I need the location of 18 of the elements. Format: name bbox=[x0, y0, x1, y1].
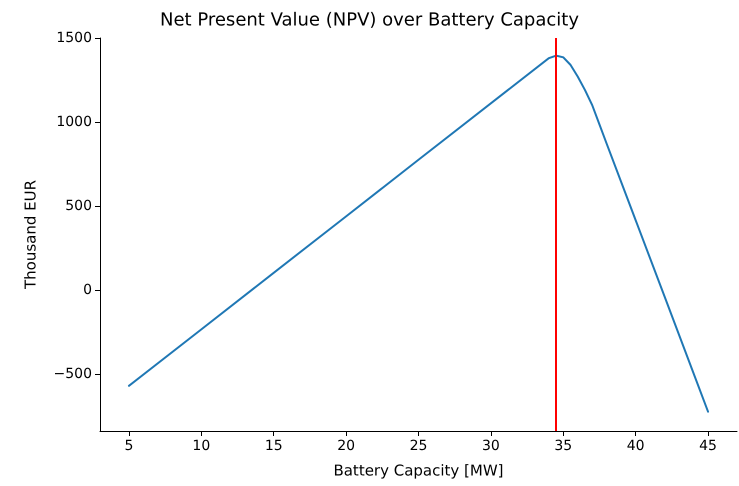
y-tick-label: 0 bbox=[83, 282, 92, 298]
x-tick-label: 10 bbox=[192, 438, 210, 454]
x-tick-label: 35 bbox=[554, 438, 572, 454]
y-tick-label: 500 bbox=[65, 198, 92, 214]
x-axis-title: Battery Capacity [MW] bbox=[333, 462, 504, 480]
y-tick-label: 1500 bbox=[56, 30, 92, 46]
x-tick-label: 45 bbox=[699, 438, 717, 454]
x-tick-label: 5 bbox=[124, 438, 134, 454]
line-series bbox=[128, 54, 710, 413]
x-tick-label: 15 bbox=[264, 438, 283, 454]
x-tick-label: 30 bbox=[482, 438, 500, 454]
y-tick-label: −500 bbox=[54, 366, 92, 382]
chart-title: Net Present Value (NPV) over Battery Capacity bbox=[160, 10, 580, 30]
x-tick-label: 25 bbox=[410, 438, 428, 454]
x-tick-label: 20 bbox=[337, 438, 356, 454]
x-tick-label: 40 bbox=[626, 438, 645, 454]
y-axis-title: Thousand EUR bbox=[22, 180, 40, 290]
y-tick-label: 1000 bbox=[56, 114, 92, 130]
